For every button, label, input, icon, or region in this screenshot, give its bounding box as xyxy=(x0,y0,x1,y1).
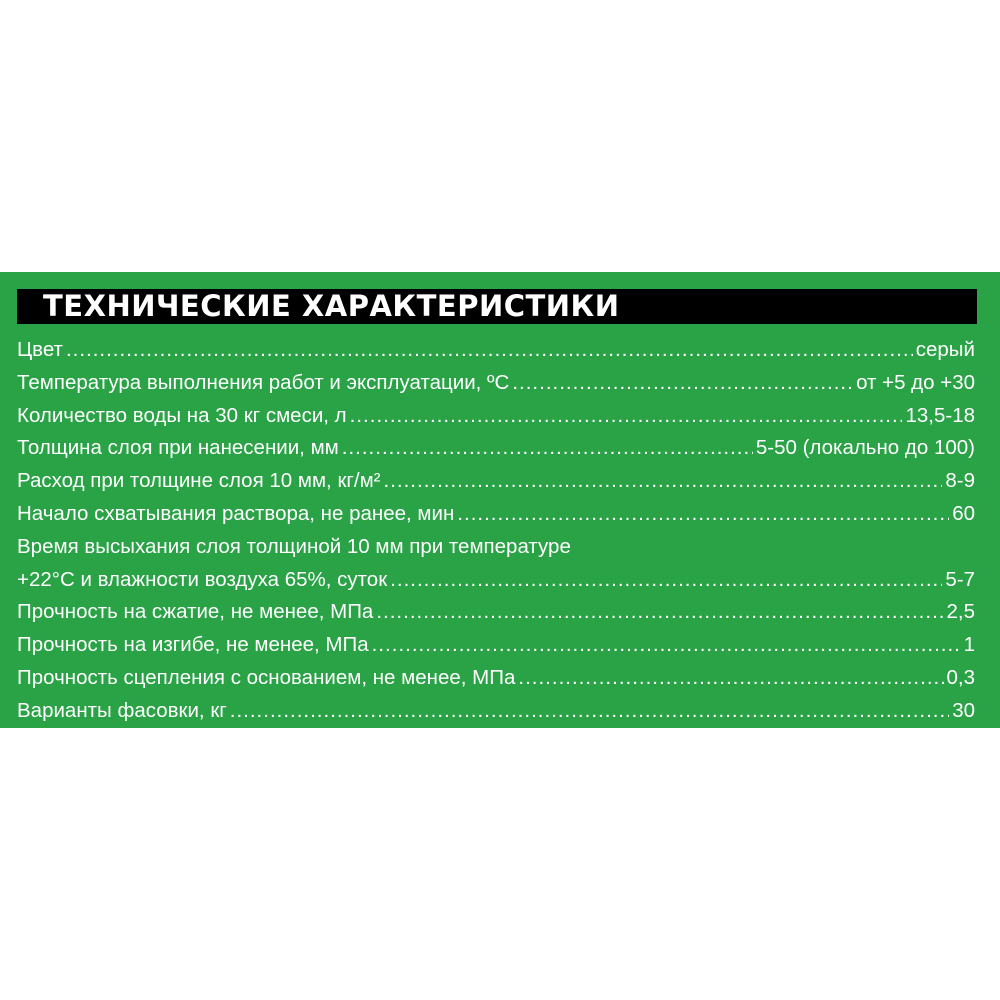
dot-leader xyxy=(384,465,943,498)
dot-leader xyxy=(390,564,942,597)
spec-row: Толщина слоя при нанесении, мм 5-50 (лока… xyxy=(17,432,975,465)
spec-label: Варианты фасовки, кг xyxy=(17,698,227,722)
spec-value: 30 xyxy=(952,698,975,722)
spec-row: Расход при толщине слоя 10 мм, кг/м² 8-9 xyxy=(17,465,975,498)
dot-leader xyxy=(372,629,961,662)
dot-leader xyxy=(342,432,753,465)
spec-label: Расход при толщине слоя 10 мм, кг/м² xyxy=(17,469,381,493)
dot-leader xyxy=(457,498,949,531)
spec-value: 8-9 xyxy=(945,469,975,493)
spec-row: Прочность сцепления с основанием, не мен… xyxy=(17,662,975,695)
specs-title: ТЕХНИЧЕСКИЕ ХАРАКТЕРИСТИКИ xyxy=(43,289,620,323)
spec-row: Цвет серый xyxy=(17,334,975,367)
spec-row: Время высыхания слоя толщиной 10 мм при … xyxy=(17,531,975,564)
spec-label: +22°С и влажности воздуха 65%, суток xyxy=(17,567,388,591)
spec-value: 5-50 (локально до 100) xyxy=(755,436,975,460)
specs-list: Цвет серый Температура выполнения работ и… xyxy=(17,334,975,728)
header-bar: ТЕХНИЧЕСКИЕ ХАРАКТЕРИСТИКИ xyxy=(17,289,977,324)
spec-row: Начало схватывания раствора, не ранее, м… xyxy=(17,498,975,531)
dot-leader xyxy=(350,400,903,433)
dot-leader xyxy=(230,695,949,728)
spec-row: Температура выполнения работ и эксплуата… xyxy=(17,367,975,400)
spec-label: Количество воды на 30 кг смеси, л xyxy=(17,403,347,427)
spec-value: 5-7 xyxy=(945,567,975,591)
spec-row: Количество воды на 30 кг смеси, л 13,5-18 xyxy=(17,400,975,433)
spec-row: Варианты фасовки, кг 30 xyxy=(17,695,975,728)
spec-label: Толщина слоя при нанесении, мм xyxy=(17,436,339,460)
spec-value: от +5 до +30 xyxy=(856,370,975,394)
dot-leader xyxy=(512,367,853,400)
spec-label: Цвет xyxy=(17,338,63,361)
spec-label: Прочность на изгибе, не менее, МПа xyxy=(17,633,369,657)
spec-row: +22°С и влажности воздуха 65%, суток 5-7 xyxy=(17,564,975,597)
spec-value: 60 xyxy=(952,501,975,525)
spec-value: серый xyxy=(915,338,975,361)
dot-leader xyxy=(376,596,943,629)
dot-leader xyxy=(66,334,913,367)
specs-panel: ТЕХНИЧЕСКИЕ ХАРАКТЕРИСТИКИ Цвет серый Тем… xyxy=(0,272,1000,728)
spec-label: Время высыхания слоя толщиной 10 мм при … xyxy=(17,534,571,558)
spec-value: 2,5 xyxy=(946,600,976,624)
spec-row: Прочность на изгибе, не менее, МПа 1 xyxy=(17,629,975,662)
spec-value: 0,3 xyxy=(946,665,976,689)
spec-label: Прочность сцепления с основанием, не мен… xyxy=(17,665,516,689)
spec-row: Прочность на сжатие, не менее, МПа 2,5 xyxy=(17,596,975,629)
spec-value: 13,5-18 xyxy=(905,403,975,427)
spec-label: Температура выполнения работ и эксплуата… xyxy=(17,370,510,394)
dot-leader xyxy=(518,662,943,695)
spec-label: Начало схватывания раствора, не ранее, м… xyxy=(17,501,455,525)
spec-value: 1 xyxy=(963,633,975,657)
spec-label: Прочность на сжатие, не менее, МПа xyxy=(17,600,374,624)
